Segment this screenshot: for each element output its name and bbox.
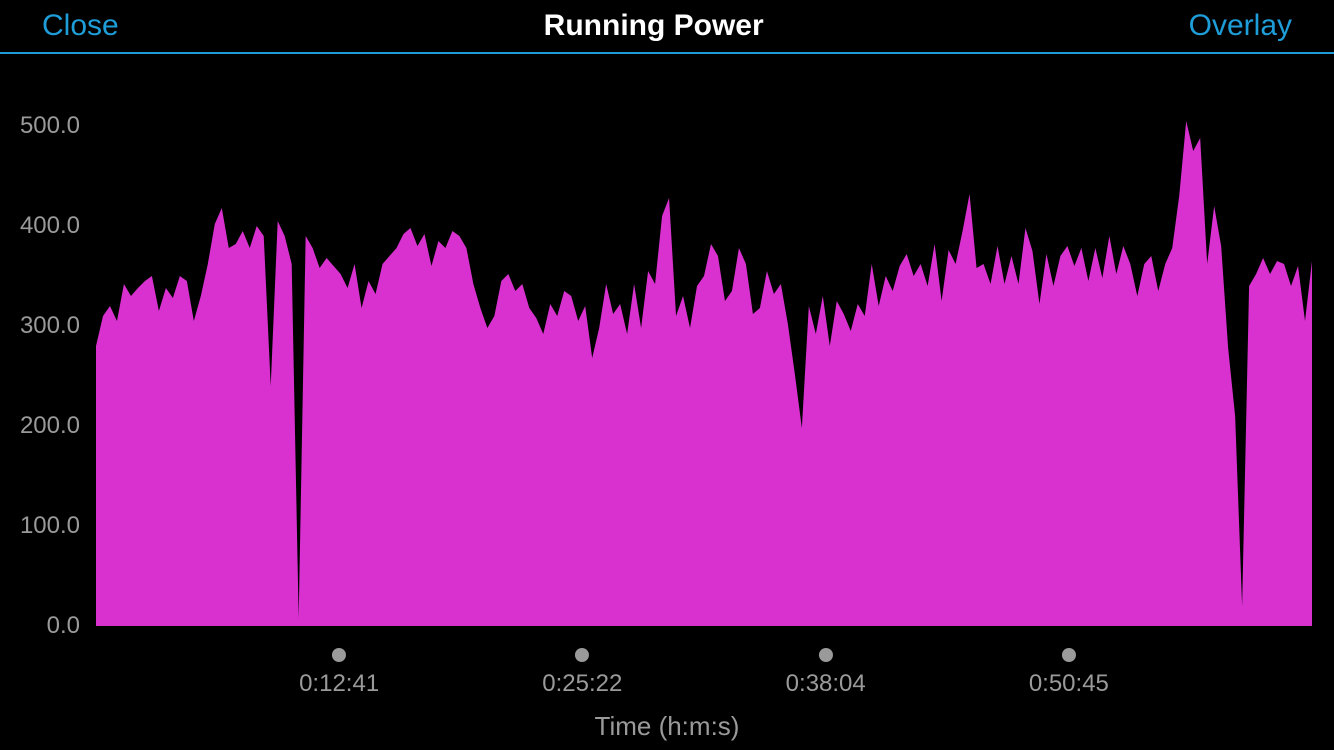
power-series-area	[96, 121, 1312, 626]
y-tick-label: 400.0	[20, 212, 80, 240]
x-tick: 0:25:22	[542, 648, 622, 698]
y-tick-label: 0.0	[47, 612, 80, 640]
y-tick-label: 100.0	[20, 512, 80, 540]
x-tick-dot-icon	[575, 648, 589, 662]
x-axis-title: Time (h:m:s)	[0, 711, 1334, 742]
power-area-chart	[96, 76, 1312, 626]
x-tick: 0:38:04	[786, 648, 866, 698]
y-tick-label: 200.0	[20, 412, 80, 440]
y-axis: 0.0100.0200.0300.0400.0500.0	[0, 76, 90, 626]
header-bar: Close Running Power Overlay	[0, 0, 1334, 54]
x-tick-dot-icon	[819, 648, 833, 662]
chart-plot-area[interactable]	[96, 76, 1312, 626]
x-tick-dot-icon	[1062, 648, 1076, 662]
x-tick-label: 0:50:45	[1029, 670, 1109, 698]
x-axis: Time (h:m:s) 0:12:41 0:25:22 0:38:04 0:50:4…	[0, 648, 1334, 748]
close-button[interactable]: Close	[42, 9, 119, 43]
chart-container: 0.0 100.0 200.0 300.0 400.0 500.0	[0, 54, 1334, 648]
x-tick-label: 0:25:22	[542, 670, 622, 698]
x-tick: 0:50:45	[1029, 648, 1109, 698]
y-tick-label: 500.0	[20, 112, 80, 140]
x-tick-label: 0:12:41	[299, 670, 379, 698]
x-tick-label: 0:38:04	[786, 670, 866, 698]
x-tick-dot-icon	[332, 648, 346, 662]
x-tick: 0:12:41	[299, 648, 379, 698]
y-tick-label: 300.0	[20, 312, 80, 340]
overlay-button[interactable]: Overlay	[1189, 9, 1292, 43]
page-title: Running Power	[544, 9, 764, 43]
